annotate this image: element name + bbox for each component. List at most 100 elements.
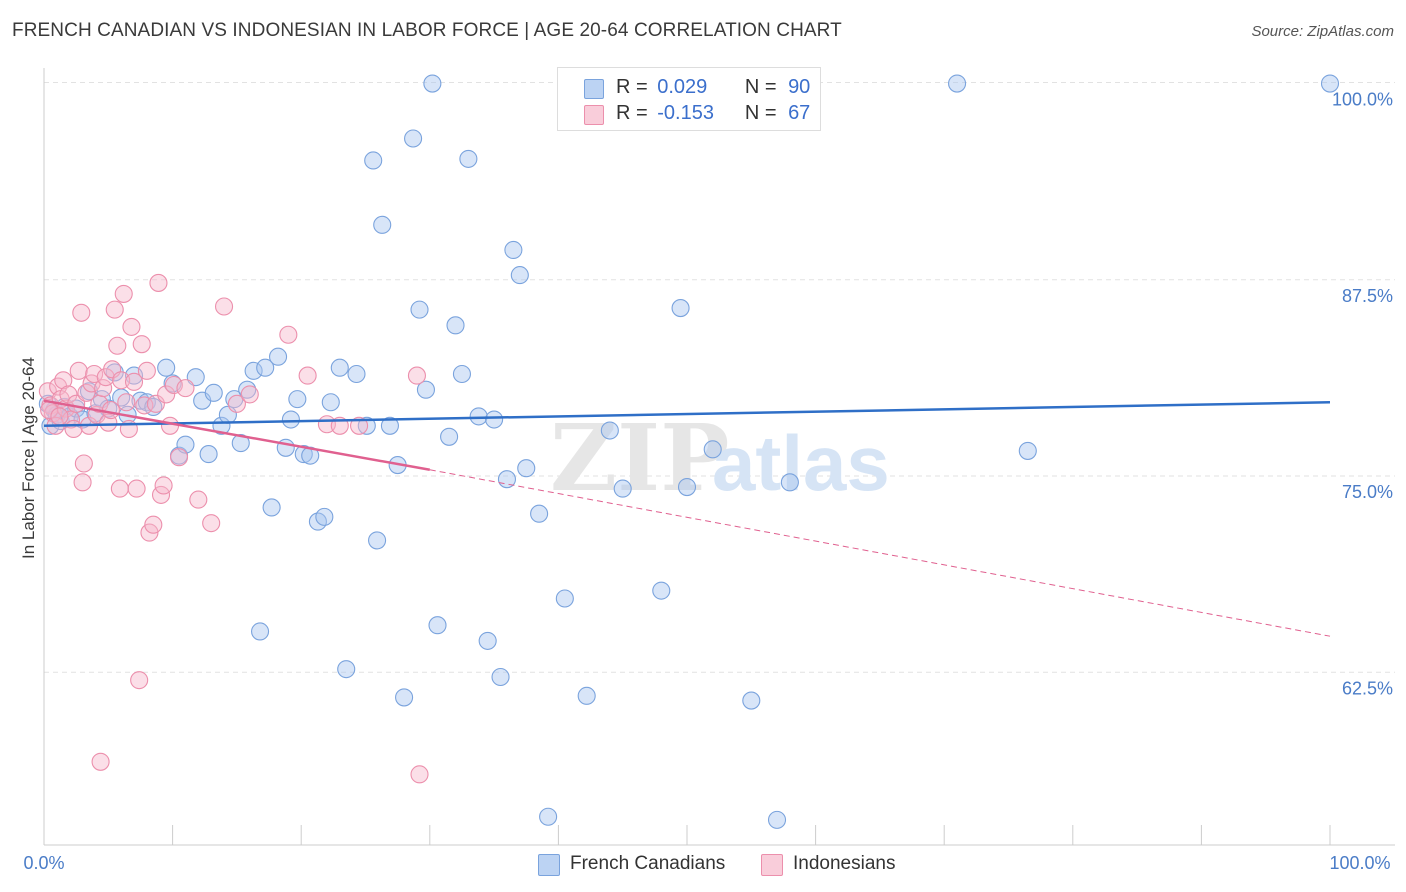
data-point xyxy=(510,266,529,285)
data-point xyxy=(404,129,423,148)
data-point xyxy=(780,473,799,492)
data-point xyxy=(742,691,761,710)
data-point xyxy=(364,151,383,170)
data-point xyxy=(154,476,173,495)
data-point xyxy=(94,379,113,398)
data-point xyxy=(189,490,208,509)
data-point xyxy=(110,479,129,498)
data-point xyxy=(347,364,366,384)
data-point xyxy=(146,394,165,413)
x-tick-label-min: 0.0% xyxy=(23,853,64,873)
data-point xyxy=(948,74,967,93)
data-point xyxy=(315,507,334,526)
grid-lines xyxy=(44,82,1395,673)
data-point xyxy=(703,440,722,459)
data-point xyxy=(169,448,189,467)
chart-title: FRENCH CANADIAN VS INDONESIAN IN LABOR F… xyxy=(12,20,842,41)
data-point xyxy=(164,375,183,395)
legend-swatch-indonesians xyxy=(584,105,604,125)
data-point xyxy=(54,371,73,390)
data-point xyxy=(124,372,144,391)
data-point xyxy=(85,364,104,384)
data-point xyxy=(74,454,93,473)
legend-r-label: R = xyxy=(616,102,648,124)
watermark-zip: ZIP xyxy=(550,404,729,512)
data-point xyxy=(72,303,91,322)
data-point xyxy=(767,810,787,829)
legend-n-label: N = xyxy=(744,76,777,98)
data-point xyxy=(491,667,510,687)
data-point xyxy=(1018,441,1037,460)
data-point xyxy=(330,358,349,377)
legend-n-label: N = xyxy=(744,102,777,124)
data-point xyxy=(577,686,596,705)
data-point xyxy=(446,316,465,335)
data-point xyxy=(517,459,536,478)
legend-r-value-indonesians: -0.153 xyxy=(657,102,714,124)
axes xyxy=(43,68,1395,846)
legend-n-value-indonesians: 67 xyxy=(788,102,811,124)
data-point xyxy=(91,752,110,771)
data-point xyxy=(288,390,307,409)
data-point xyxy=(144,397,163,417)
data-point xyxy=(122,317,141,336)
data-point xyxy=(231,434,250,453)
y-tick-label: 62.5% xyxy=(1342,678,1393,698)
series-french-canadians xyxy=(38,74,1340,829)
data-point xyxy=(132,335,151,354)
data-point xyxy=(459,149,478,168)
data-point xyxy=(227,394,246,413)
trend-line-indonesians xyxy=(43,399,431,472)
data-point xyxy=(50,407,69,426)
data-point xyxy=(350,416,369,435)
y-tick-label: 75.0% xyxy=(1342,482,1393,502)
data-point xyxy=(73,473,92,492)
data-point xyxy=(127,479,146,498)
data-point xyxy=(539,807,558,826)
legend-r-value-french-canadians: 0.029 xyxy=(657,76,708,98)
data-point xyxy=(157,385,176,404)
data-point xyxy=(114,284,133,303)
data-point xyxy=(262,498,281,517)
data-point xyxy=(380,416,399,435)
legend-r-label: R = xyxy=(616,76,648,98)
data-point xyxy=(144,515,163,534)
series-swatch-french-canadians xyxy=(538,854,560,876)
data-point xyxy=(452,364,472,384)
trend-line-indonesians-extrapolated xyxy=(429,469,1331,637)
data-point xyxy=(294,445,313,464)
data-point xyxy=(478,631,497,650)
data-point xyxy=(135,396,154,415)
data-point xyxy=(410,300,429,319)
data-point xyxy=(368,531,387,550)
data-point xyxy=(298,366,317,385)
y-tick-label: 100.0% xyxy=(1332,90,1393,110)
data-point xyxy=(149,273,168,292)
data-point xyxy=(373,215,392,234)
data-point xyxy=(337,660,356,679)
data-point xyxy=(202,514,221,533)
series-swatch-indonesians xyxy=(761,854,783,876)
data-point xyxy=(101,401,120,420)
x-tick-label-max: 100.0% xyxy=(1329,853,1390,873)
data-point xyxy=(504,240,523,260)
data-point xyxy=(677,477,697,497)
data-point xyxy=(240,385,259,404)
legend-swatch-french-canadians xyxy=(584,79,604,99)
tick-labels: 100.0% 87.5% 75.0% 62.5% 0.0% 100.0% xyxy=(23,90,1393,873)
data-point xyxy=(555,589,574,608)
data-point xyxy=(199,445,218,464)
data-point xyxy=(269,347,288,366)
trend-line-french-canadians xyxy=(43,401,1331,428)
watermark-atlas: atlas xyxy=(712,419,890,507)
data-point xyxy=(440,427,459,446)
data-point xyxy=(469,407,488,426)
data-point xyxy=(281,410,300,429)
data-point xyxy=(108,336,127,355)
data-point xyxy=(279,325,298,344)
data-point xyxy=(244,361,263,380)
data-point xyxy=(423,74,442,93)
trend-lines xyxy=(43,399,1331,637)
data-point xyxy=(613,479,632,498)
data-point xyxy=(64,419,83,439)
